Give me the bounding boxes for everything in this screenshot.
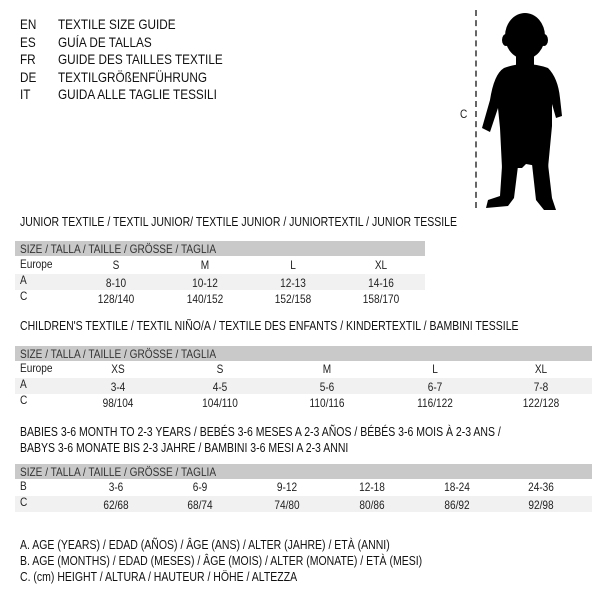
table-cell: 6-7 <box>427 380 443 394</box>
size-header-band <box>15 241 425 256</box>
size-header-band <box>15 346 592 361</box>
row-band <box>15 496 592 512</box>
row-label: Europe <box>20 361 53 375</box>
language-code: IT <box>20 86 31 102</box>
table-cell: 3-6 <box>108 480 124 494</box>
language-code: ES <box>20 33 36 50</box>
table-cell: 12-13 <box>280 276 306 290</box>
table-cell: 24-36 <box>528 480 554 494</box>
row-band <box>15 378 592 394</box>
table-cell: 92/98 <box>528 498 554 512</box>
row-label: C <box>20 495 28 509</box>
row-band <box>15 274 425 290</box>
row-label: C <box>20 393 28 407</box>
table-cell: 104/110 <box>202 396 238 410</box>
table-cell: XL <box>534 362 548 376</box>
table-cell: M <box>200 258 210 272</box>
child-silhouette-icon <box>482 13 562 210</box>
table-cell: XL <box>374 258 388 272</box>
guide-title: GUÍA DE TALLAS <box>58 33 152 50</box>
table-cell: 68/74 <box>187 498 213 512</box>
table-cell: 6-9 <box>192 480 208 494</box>
legend-item: C. (cm) HEIGHT / ALTURA / HAUTEUR / HÖHE… <box>20 570 298 584</box>
table-cell: 10-12 <box>192 276 218 290</box>
table-cell: 74/80 <box>274 498 300 512</box>
table-cell: L <box>290 258 296 272</box>
size-header-label: SIZE / TALLA / TAILLE / GRÖSSE / TAGLIA <box>20 347 217 361</box>
table-cell: 128/140 <box>97 292 135 306</box>
table-cell: 7-8 <box>533 380 549 394</box>
row-label: B <box>20 479 27 493</box>
table-cell: 8-10 <box>105 276 127 290</box>
table-cell: 80/86 <box>359 498 385 512</box>
language-code: FR <box>20 51 36 67</box>
row-label: C <box>20 289 28 303</box>
size-header-label: SIZE / TALLA / TAILLE / GRÖSSE / TAGLIA <box>20 242 217 256</box>
height-label: C <box>460 107 468 121</box>
table-cell: 110/116 <box>309 396 345 410</box>
size-header-label: SIZE / TALLA / TAILLE / GRÖSSE / TAGLIA <box>20 465 217 479</box>
section-title: BABIES 3-6 MONTH TO 2-3 YEARS / BEBÉS 3-… <box>20 425 501 439</box>
legend-item: A. AGE (YEARS) / EDAD (AÑOS) / ÂGE (ANS)… <box>20 538 390 552</box>
guide-title: TEXTILE SIZE GUIDE <box>58 16 176 32</box>
table-cell: 140/152 <box>186 292 224 306</box>
row-label: A <box>20 273 27 287</box>
row-label: A <box>20 377 27 391</box>
section-title: JUNIOR TEXTILE / TEXTIL JUNIOR/ TEXTILE … <box>20 215 458 229</box>
guide-title: GUIDA ALLE TAGLIE TESSILI <box>58 86 217 102</box>
table-cell: L <box>432 362 438 376</box>
section-title: BABYS 3-6 MONATE BIS 2-3 JAHRE / BAMBINI… <box>20 441 349 455</box>
table-cell: 14-16 <box>368 276 394 290</box>
table-cell: M <box>322 362 332 376</box>
legend-item: B. AGE (MONTHS) / EDAD (MESES) / ÂGE (MO… <box>20 554 423 568</box>
section-title: CHILDREN'S TEXTILE / TEXTIL NIÑO/A / TEX… <box>20 319 519 333</box>
table-cell: 18-24 <box>444 480 470 494</box>
table-cell: 12-18 <box>359 480 385 494</box>
table-cell: XS <box>111 362 125 376</box>
table-cell: S <box>216 362 224 376</box>
guide-title: TEXTILGRÖßENFÜHRUNG <box>58 68 207 85</box>
table-cell: 62/68 <box>103 498 129 512</box>
table-cell: 152/158 <box>274 292 312 306</box>
table-cell: 98/104 <box>102 396 134 410</box>
table-cell: 5-6 <box>319 380 335 394</box>
table-cell: 3-4 <box>110 380 126 394</box>
table-cell: 116/122 <box>417 396 453 410</box>
height-measure-line <box>475 10 477 208</box>
language-code: DE <box>20 68 37 85</box>
table-cell: 9-12 <box>276 480 298 494</box>
row-label: Europe <box>20 257 53 271</box>
guide-title: GUIDE DES TAILLES TEXTILE <box>58 51 223 67</box>
table-cell: 4-5 <box>212 380 228 394</box>
language-code: EN <box>20 16 37 32</box>
table-cell: 158/170 <box>362 292 400 306</box>
table-cell: S <box>112 258 120 272</box>
table-cell: 122/128 <box>522 396 560 410</box>
table-cell: 86/92 <box>444 498 470 512</box>
size-header-band <box>15 464 592 479</box>
